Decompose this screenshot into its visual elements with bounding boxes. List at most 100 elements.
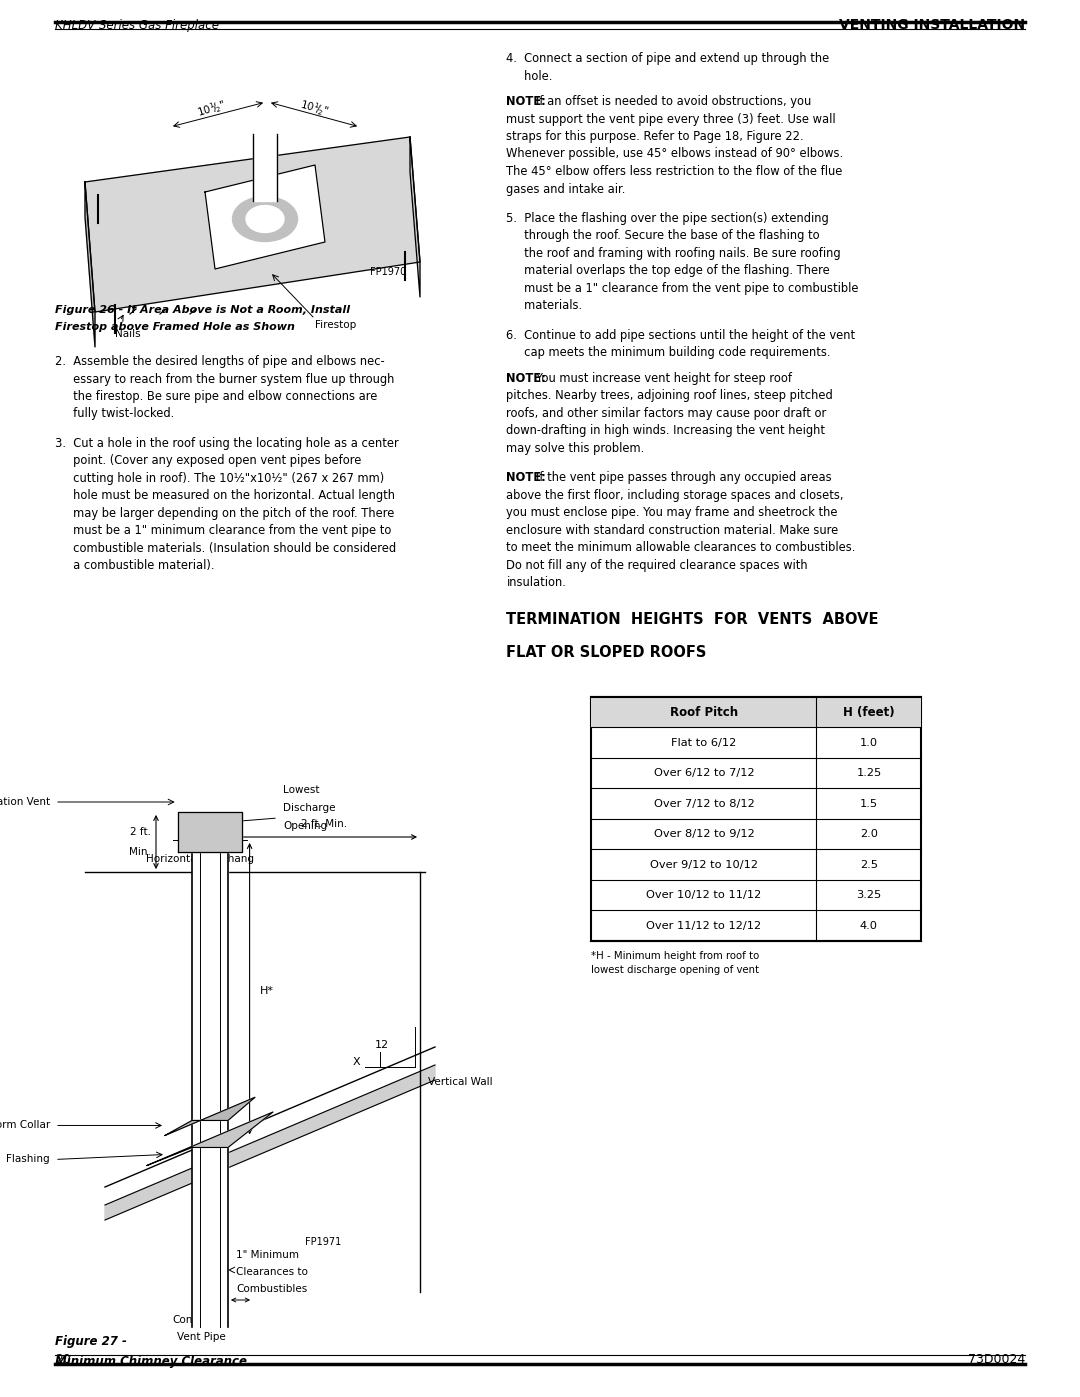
Text: If an offset is needed to avoid obstructions, you: If an offset is needed to avoid obstruct…: [537, 95, 811, 108]
Polygon shape: [85, 137, 420, 312]
Bar: [592, 697, 921, 728]
Text: Roof Pitch: Roof Pitch: [670, 705, 738, 718]
Text: hole must be measured on the horizontal. Actual length: hole must be measured on the horizontal.…: [55, 489, 395, 503]
Text: pitches. Nearby trees, adjoining roof lines, steep pitched: pitches. Nearby trees, adjoining roof li…: [507, 390, 833, 402]
Ellipse shape: [232, 197, 297, 242]
Text: $10^1\!/\!_2$": $10^1\!/\!_2$": [195, 96, 228, 122]
Text: 3.  Cut a hole in the roof using the locating hole as a center: 3. Cut a hole in the roof using the loca…: [55, 437, 399, 450]
Text: to meet the minimum allowable clearances to combustibles.: to meet the minimum allowable clearances…: [507, 542, 855, 555]
Text: 2.5: 2.5: [860, 859, 878, 870]
Text: the roof and framing with roofing nails. Be sure roofing: the roof and framing with roofing nails.…: [507, 247, 841, 260]
Text: materials.: materials.: [507, 299, 582, 313]
Text: $10^1\!/\!_2$": $10^1\!/\!_2$": [298, 96, 330, 119]
Text: Vertical Wall: Vertical Wall: [428, 1077, 492, 1087]
Text: Flat to 6/12: Flat to 6/12: [672, 738, 737, 747]
Text: Nails: Nails: [114, 330, 140, 339]
Text: If the vent pipe passes through any occupied areas: If the vent pipe passes through any occu…: [537, 472, 832, 485]
Text: FP1971: FP1971: [305, 1236, 341, 1248]
Text: *H - Minimum height from roof to
lowest discharge opening of vent: *H - Minimum height from roof to lowest …: [592, 951, 759, 975]
Text: Over 6/12 to 7/12: Over 6/12 to 7/12: [653, 768, 754, 778]
Text: straps for this purpose. Refer to Page 18, Figure 22.: straps for this purpose. Refer to Page 1…: [507, 130, 804, 142]
Text: 1" Minimum: 1" Minimum: [237, 1250, 299, 1260]
Text: combustible materials. (Insulation should be considered: combustible materials. (Insulation shoul…: [55, 542, 396, 555]
Text: Over 8/12 to 9/12: Over 8/12 to 9/12: [653, 830, 754, 840]
Text: essary to reach from the burner system flue up through: essary to reach from the burner system f…: [55, 373, 394, 386]
Text: 4.  Connect a section of pipe and extend up through the: 4. Connect a section of pipe and extend …: [507, 52, 829, 66]
Text: 2 ft. Min.: 2 ft. Min.: [301, 819, 347, 828]
Text: Horizontal Overhang: Horizontal Overhang: [146, 854, 254, 863]
Text: 2.  Assemble the desired lengths of pipe and elbows nec-: 2. Assemble the desired lengths of pipe …: [55, 355, 384, 367]
Text: Discharge: Discharge: [283, 803, 336, 813]
Text: roofs, and other similar factors may cause poor draft or: roofs, and other similar factors may cau…: [507, 407, 826, 420]
Text: hole.: hole.: [507, 70, 553, 82]
Text: above the first floor, including storage spaces and closets,: above the first floor, including storage…: [507, 489, 843, 502]
Polygon shape: [205, 165, 325, 270]
Text: Min.: Min.: [130, 847, 151, 856]
Polygon shape: [105, 1065, 435, 1220]
Text: 1.0: 1.0: [860, 738, 878, 747]
Text: Lowest: Lowest: [283, 785, 320, 795]
Text: 73D0024: 73D0024: [968, 1354, 1025, 1366]
Text: Figure 27 -: Figure 27 -: [55, 1336, 126, 1348]
Text: must be a 1" clearance from the vent pipe to combustible: must be a 1" clearance from the vent pip…: [507, 282, 859, 295]
Text: through the roof. Secure the base of the flashing to: through the roof. Secure the base of the…: [507, 229, 820, 243]
Text: Opening: Opening: [283, 821, 327, 831]
Text: 2 ft.: 2 ft.: [130, 827, 151, 837]
Text: cap meets the minimum building code requirements.: cap meets the minimum building code requ…: [507, 346, 831, 359]
Text: NOTE:: NOTE:: [507, 95, 546, 108]
Text: 3.25: 3.25: [856, 890, 881, 900]
Text: point. (Cover any exposed open vent pipes before: point. (Cover any exposed open vent pipe…: [55, 454, 362, 468]
Polygon shape: [147, 1112, 273, 1165]
Text: TERMINATION  HEIGHTS  FOR  VENTS  ABOVE: TERMINATION HEIGHTS FOR VENTS ABOVE: [507, 612, 879, 627]
Text: must be a 1" minimum clearance from the vent pipe to: must be a 1" minimum clearance from the …: [55, 524, 391, 538]
Text: NOTE:: NOTE:: [507, 372, 546, 386]
Text: H*: H*: [259, 986, 273, 996]
Text: you must enclose pipe. You may frame and sheetrock the: you must enclose pipe. You may frame and…: [507, 507, 838, 520]
Text: Firestop above Framed Hole as Shown: Firestop above Framed Hole as Shown: [55, 323, 295, 332]
Text: gases and intake air.: gases and intake air.: [507, 183, 625, 196]
Text: Combustibles: Combustibles: [237, 1284, 307, 1294]
Text: enclosure with standard construction material. Make sure: enclosure with standard construction mat…: [507, 524, 839, 536]
Polygon shape: [85, 182, 95, 346]
Text: may be larger depending on the pitch of the roof. There: may be larger depending on the pitch of …: [55, 507, 394, 520]
Polygon shape: [165, 1097, 255, 1136]
Text: FLAT OR SLOPED ROOFS: FLAT OR SLOPED ROOFS: [507, 645, 706, 659]
Text: 6.  Continue to add pipe sections until the height of the vent: 6. Continue to add pipe sections until t…: [507, 330, 855, 342]
Text: Figure 26 - If Area Above is Not a Room, Install: Figure 26 - If Area Above is Not a Room,…: [55, 305, 350, 314]
Text: down-drafting in high winds. Increasing the vent height: down-drafting in high winds. Increasing …: [507, 425, 825, 437]
Text: Do not fill any of the required clearance spaces with: Do not fill any of the required clearanc…: [507, 559, 808, 571]
Text: Firestop: Firestop: [315, 320, 356, 330]
Text: cutting hole in roof). The 10¹⁄₂"x10¹⁄₂" (267 x 267 mm): cutting hole in roof). The 10¹⁄₂"x10¹⁄₂"…: [55, 472, 384, 485]
Text: KHLDV Series Gas Fireplace: KHLDV Series Gas Fireplace: [55, 18, 219, 32]
Text: must support the vent pipe every three (3) feet. Use wall: must support the vent pipe every three (…: [507, 113, 836, 126]
Text: Over 11/12 to 12/12: Over 11/12 to 12/12: [646, 921, 761, 930]
Polygon shape: [253, 134, 276, 201]
Text: Over 7/12 to 8/12: Over 7/12 to 8/12: [653, 799, 754, 809]
Text: 1.25: 1.25: [856, 768, 881, 778]
Text: insulation.: insulation.: [507, 577, 566, 590]
Ellipse shape: [246, 205, 284, 232]
Text: 1.5: 1.5: [860, 799, 878, 809]
Text: Concentric: Concentric: [173, 1315, 229, 1324]
Text: Over 9/12 to 10/12: Over 9/12 to 10/12: [650, 859, 758, 870]
Text: Whenever possible, use 45° elbows instead of 90° elbows.: Whenever possible, use 45° elbows instea…: [507, 148, 843, 161]
Text: 4.0: 4.0: [860, 921, 878, 930]
Text: fully twist-locked.: fully twist-locked.: [55, 408, 174, 420]
Text: 12: 12: [375, 1039, 389, 1049]
Text: Flashing: Flashing: [6, 1154, 50, 1165]
Text: Vent Pipe: Vent Pipe: [177, 1331, 226, 1343]
Text: H (feet): H (feet): [843, 705, 894, 718]
Polygon shape: [177, 812, 242, 852]
Text: Clearances to: Clearances to: [237, 1267, 308, 1277]
Text: X: X: [353, 1056, 361, 1067]
Text: Storm Collar: Storm Collar: [0, 1120, 50, 1130]
Polygon shape: [192, 847, 228, 1327]
Text: The 45° elbow offers less restriction to the flow of the flue: The 45° elbow offers less restriction to…: [507, 165, 842, 177]
Text: 20: 20: [55, 1354, 71, 1366]
Text: 5.  Place the flashing over the pipe section(s) extending: 5. Place the flashing over the pipe sect…: [507, 212, 829, 225]
Text: NOTE:: NOTE:: [507, 472, 546, 485]
Text: 2.0: 2.0: [860, 830, 878, 840]
Text: You must increase vent height for steep roof: You must increase vent height for steep …: [537, 372, 793, 386]
Text: material overlaps the top edge of the flashing. There: material overlaps the top edge of the fl…: [507, 264, 831, 278]
Text: may solve this problem.: may solve this problem.: [507, 441, 645, 455]
